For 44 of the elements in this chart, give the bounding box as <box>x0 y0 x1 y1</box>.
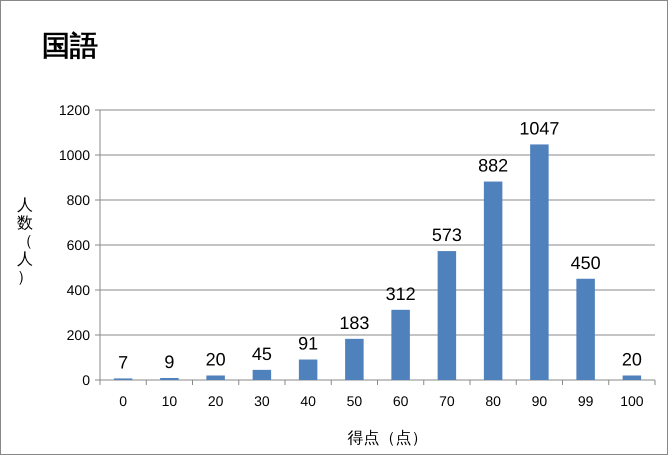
x-axis-title: 得点（点） <box>348 429 428 447</box>
x-tick-label: 20 <box>208 393 224 409</box>
bar <box>345 338 364 380</box>
bar <box>252 370 272 380</box>
data-label: 20 <box>206 350 226 370</box>
x-tick-label: 50 <box>346 393 362 409</box>
x-tick-label: 80 <box>485 393 502 409</box>
y-tick-label: 200 <box>66 327 90 343</box>
x-tick-label: 70 <box>439 393 455 409</box>
y-tick-label: 0 <box>82 372 90 388</box>
y-axis-title: 人数（人） <box>17 197 33 286</box>
x-tick-label: 100 <box>620 393 644 409</box>
y-tick-label: 1000 <box>58 147 90 163</box>
data-label: 7 <box>118 352 128 372</box>
data-label: 20 <box>622 350 642 370</box>
x-tick-label: 30 <box>254 393 270 409</box>
y-tick-label: 1200 <box>58 102 90 118</box>
data-label: 45 <box>252 344 272 364</box>
bar <box>484 182 502 380</box>
bar <box>438 251 456 380</box>
data-label: 312 <box>386 284 416 304</box>
x-tick-label: 90 <box>532 393 548 409</box>
data-label: 1047 <box>519 118 560 138</box>
data-label: 882 <box>478 156 508 176</box>
bar <box>298 360 318 380</box>
chart-title: 国語 <box>42 30 98 61</box>
x-tick-label: 99 <box>578 393 594 409</box>
y-tick-label: 600 <box>66 237 90 253</box>
x-tick-label: 60 <box>392 393 409 409</box>
y-tick-label: 400 <box>66 282 90 298</box>
bar <box>391 310 410 380</box>
bar <box>576 278 595 380</box>
bar <box>530 144 549 380</box>
data-label: 450 <box>570 252 601 273</box>
x-tick-label: 40 <box>300 393 316 409</box>
data-label: 9 <box>164 352 174 372</box>
data-label: 183 <box>339 312 370 333</box>
x-tick-label: 0 <box>119 393 128 409</box>
y-tick-label: 800 <box>66 192 90 208</box>
x-tick-label: 10 <box>162 393 178 409</box>
data-label: 91 <box>298 334 318 354</box>
bar <box>206 376 225 380</box>
bar <box>622 376 642 380</box>
data-label: 573 <box>432 225 462 246</box>
